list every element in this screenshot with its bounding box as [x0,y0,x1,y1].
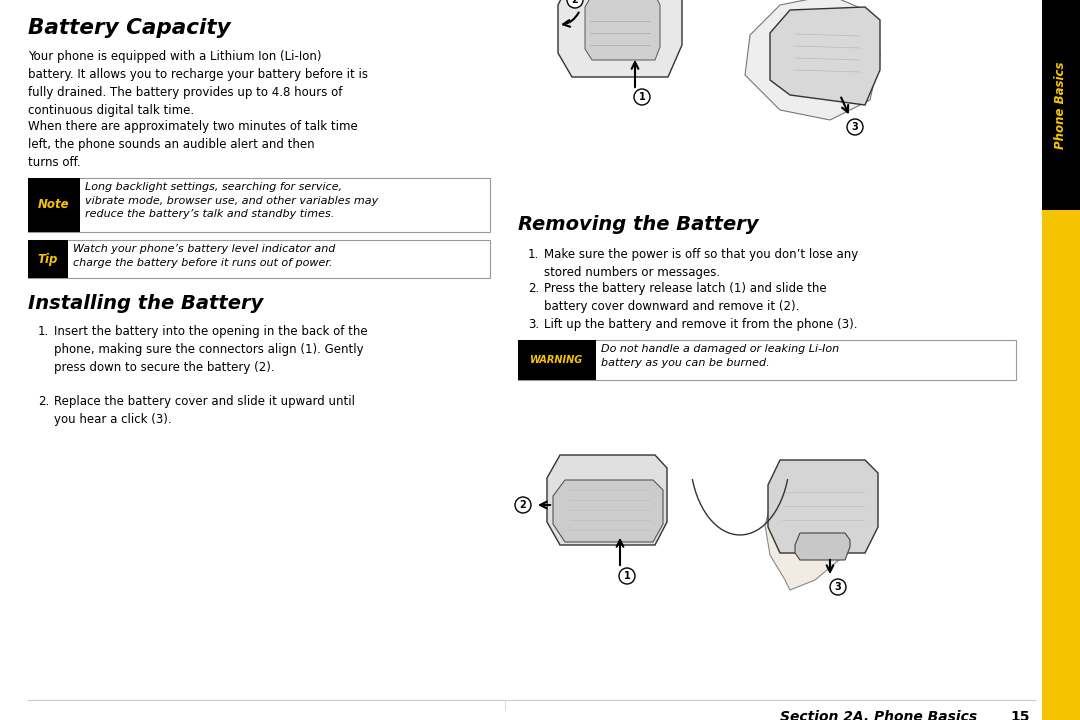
Text: Watch your phone’s battery level indicator and
charge the battery before it runs: Watch your phone’s battery level indicat… [73,244,336,268]
Polygon shape [553,480,663,542]
Text: 1: 1 [623,571,631,581]
Polygon shape [765,463,875,590]
Text: 1.: 1. [528,248,539,261]
Circle shape [634,89,650,105]
Polygon shape [585,0,660,60]
Bar [518,340,1016,380]
Text: Do not handle a damaged or leaking Li-Ion
battery as you can be burned.: Do not handle a damaged or leaking Li-Io… [600,344,839,368]
Polygon shape [795,533,850,560]
Text: 2.: 2. [528,282,539,295]
Polygon shape [768,460,878,553]
Text: 1.: 1. [38,325,50,338]
Text: Make sure the power is off so that you don’t lose any
stored numbers or messages: Make sure the power is off so that you d… [544,248,859,279]
Polygon shape [745,0,880,120]
Bar [1042,0,1080,720]
Polygon shape [546,455,667,545]
Circle shape [515,497,531,513]
Text: Battery Capacity: Battery Capacity [28,18,231,38]
Text: WARNING: WARNING [530,355,583,365]
Text: Phone Basics: Phone Basics [1054,61,1067,149]
Text: When there are approximately two minutes of talk time
left, the phone sounds an : When there are approximately two minutes… [28,120,357,169]
Text: Insert the battery into the opening in the back of the
phone, making sure the co: Insert the battery into the opening in t… [54,325,367,374]
Text: Installing the Battery: Installing the Battery [28,294,264,313]
Text: 2: 2 [519,500,526,510]
Circle shape [619,568,635,584]
Text: 15: 15 [1011,710,1030,720]
Text: Replace the battery cover and slide it upward until
you hear a click (3).: Replace the battery cover and slide it u… [54,395,355,426]
Polygon shape [770,7,880,105]
Text: Note: Note [38,199,70,212]
Circle shape [567,0,583,8]
Text: 2.: 2. [38,395,50,408]
Bar [28,240,490,278]
Text: 3.: 3. [528,318,539,331]
Text: Tip: Tip [38,253,58,266]
Text: Long backlight settings, searching for service,
vibrate mode, browser use, and o: Long backlight settings, searching for s… [85,182,378,219]
Polygon shape [558,0,681,77]
Text: 3: 3 [852,122,859,132]
Bar [518,340,596,380]
Text: Press the battery release latch (1) and slide the
battery cover downward and rem: Press the battery release latch (1) and … [544,282,826,313]
Circle shape [847,119,863,135]
Text: 3: 3 [835,582,841,592]
Bar [28,240,68,278]
Text: Lift up the battery and remove it from the phone (3).: Lift up the battery and remove it from t… [544,318,858,331]
Bar [28,178,80,232]
Text: 2: 2 [571,0,579,5]
Text: Section 2A. Phone Basics: Section 2A. Phone Basics [780,710,977,720]
Text: Your phone is equipped with a Lithium Ion (Li-Ion)
battery. It allows you to rec: Your phone is equipped with a Lithium Io… [28,50,368,117]
Circle shape [831,579,846,595]
Bar [28,178,490,232]
Text: Removing the Battery: Removing the Battery [518,215,758,234]
Text: 1: 1 [638,92,646,102]
Bar [1042,0,1080,210]
